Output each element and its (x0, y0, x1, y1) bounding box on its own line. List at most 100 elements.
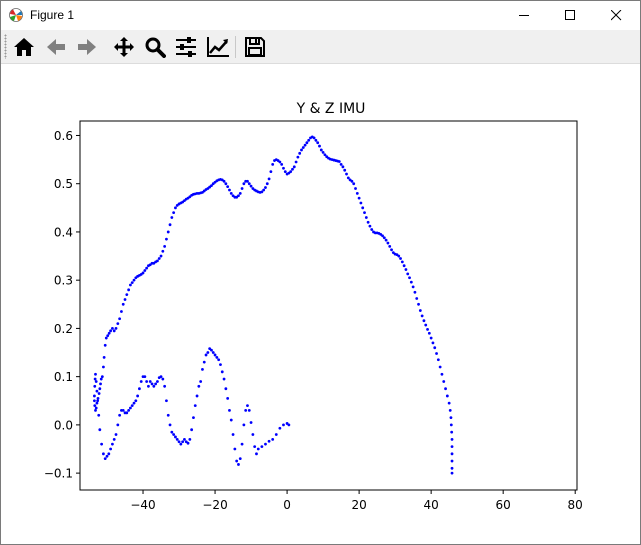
scatter-point (269, 170, 273, 174)
scatter-point (112, 437, 116, 441)
scatter-point (109, 329, 113, 333)
scatter-point (280, 163, 284, 166)
y-tick-label: 0.3 (54, 274, 73, 288)
scatter-point (260, 190, 264, 194)
magnifier-icon (145, 37, 166, 58)
scatter-point (345, 172, 348, 176)
scatter-point (97, 413, 101, 417)
scatter-point (116, 423, 120, 427)
scatter-point (343, 168, 347, 172)
y-tick-label: 0.5 (54, 177, 73, 191)
scatter-point (170, 216, 174, 219)
scatter-point (143, 269, 147, 272)
scatter-point (238, 457, 242, 461)
subplots-button[interactable] (173, 34, 199, 60)
scatter-point (201, 368, 204, 371)
scatter-point (184, 440, 188, 444)
scatter-point (247, 409, 251, 412)
scatter-point (318, 144, 321, 148)
scatter-point (242, 182, 246, 186)
zoom-button[interactable] (142, 34, 168, 60)
scatter-point (148, 380, 152, 383)
scatter-point (271, 437, 275, 441)
scatter-point (448, 409, 452, 412)
scatter-point (136, 394, 140, 398)
scatter-point (409, 280, 413, 284)
scatter-point (388, 245, 392, 248)
scatter-point (159, 254, 163, 258)
scatter-point (264, 186, 267, 189)
toolbar-grip[interactable] (4, 34, 7, 59)
minimize-button[interactable] (502, 1, 548, 30)
scatter-point (364, 216, 368, 219)
save-button[interactable] (242, 34, 268, 60)
scatter-point (296, 155, 300, 159)
pan-button[interactable] (111, 34, 137, 60)
scatter-point (204, 353, 208, 357)
scatter-point (156, 380, 159, 383)
scatter-point (93, 399, 96, 403)
scatter-point (132, 401, 136, 405)
axes-frame (79, 120, 578, 491)
sliders-icon (176, 37, 196, 57)
edit-axes-button[interactable] (204, 34, 230, 60)
home-button[interactable] (11, 34, 37, 60)
close-button[interactable] (594, 1, 640, 30)
scatter-point (100, 375, 104, 379)
scatter-point (94, 372, 97, 376)
scatter-point (139, 380, 143, 383)
forward-button[interactable] (74, 34, 100, 60)
arrow-left-icon (47, 39, 65, 55)
scatter-point (418, 309, 422, 312)
scatter-point (211, 351, 215, 354)
scatter-point (249, 421, 253, 424)
scatter-point (429, 336, 433, 340)
scatter-point (450, 437, 454, 441)
scatter-point (323, 153, 327, 157)
scatter-point (355, 191, 359, 195)
figure-canvas[interactable]: Y & Z IMU −40 −20 0 20 40 60 80 −0.1 0.0 0.1 0.2 0.… (1, 64, 640, 544)
scatter-point (150, 382, 154, 386)
y-tick-label: 0.4 (54, 225, 73, 239)
scatter-point (233, 447, 237, 451)
scatter-point (366, 220, 370, 224)
x-tick-label: 0 (283, 498, 291, 512)
scatter-point (111, 442, 114, 446)
scatter-point (93, 384, 97, 388)
home-icon (14, 38, 34, 56)
scatter-point (399, 257, 402, 260)
scatter-point (93, 404, 97, 407)
scatter-point (174, 206, 177, 210)
scatter-point (436, 358, 440, 362)
maximize-button[interactable] (548, 1, 594, 30)
scatter-point (228, 409, 231, 412)
chart-title: Y & Z IMU (296, 101, 366, 117)
scatter-point (132, 278, 136, 282)
scatter-point (381, 234, 384, 238)
scatter-point (450, 459, 454, 463)
y-tick-label: 0.2 (54, 322, 73, 336)
scatter-point (422, 319, 426, 323)
scatter-point (228, 188, 231, 192)
scatter-point (440, 372, 444, 376)
back-button[interactable] (43, 34, 69, 60)
scatter-point (94, 409, 97, 412)
scatter-point (96, 399, 100, 403)
scatter-point (112, 329, 116, 333)
scatter-point (256, 447, 260, 451)
scatter-point (224, 182, 228, 186)
scatter-point (278, 426, 282, 430)
scatter-point (118, 413, 122, 417)
scatter-point (152, 384, 156, 388)
scatter-point (408, 276, 411, 280)
scatter-point (138, 387, 141, 391)
scatter-point (298, 151, 302, 155)
scatter-point (94, 406, 98, 410)
scatter-point (445, 394, 449, 398)
scatter-point (165, 237, 168, 241)
scatter-point (404, 268, 408, 271)
move-icon (114, 37, 134, 57)
scatter-point (312, 136, 316, 140)
scatter-point (359, 201, 363, 205)
scatter-point (96, 396, 100, 400)
